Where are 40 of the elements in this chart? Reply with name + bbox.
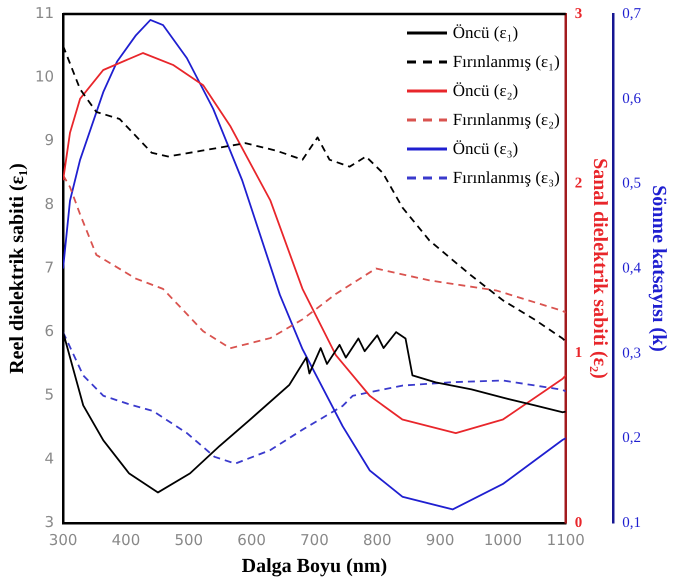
legend-label: Öncü (ε₂) bbox=[452, 80, 518, 100]
x-tick-label: 1000 bbox=[484, 530, 522, 549]
legend-label: Fırınlanmış (ε₁) bbox=[452, 52, 560, 72]
y2-tick-label: 3 bbox=[574, 6, 582, 22]
x-tick-label: 600 bbox=[237, 530, 266, 549]
y3-tick-label: 0,7 bbox=[622, 6, 642, 22]
x-tick-label: 700 bbox=[300, 530, 329, 549]
y-tick-label: 3 bbox=[44, 512, 54, 531]
y2-tick-label: 1 bbox=[574, 345, 582, 362]
y-tick-label: 9 bbox=[44, 131, 54, 150]
x-tick-label: 300 bbox=[48, 530, 78, 549]
y-tick-label: 4 bbox=[44, 449, 54, 468]
x-tick-label: 800 bbox=[362, 530, 392, 549]
y-tick-label: 5 bbox=[44, 386, 54, 404]
y-axis-title: Reel dielektrik sabiti (ε₁) bbox=[6, 163, 28, 374]
y3-tick-label: 0,6 bbox=[622, 90, 642, 107]
y-tick-label: 8 bbox=[44, 194, 54, 213]
y3-tick-label: 0,4 bbox=[622, 260, 642, 276]
y2-tick-label: 0 bbox=[574, 514, 582, 531]
y-tick-label: 11 bbox=[34, 4, 54, 22]
line-series bbox=[63, 331, 566, 465]
y2-axis-title: Sanal dielektrik sabiti (ε₂) bbox=[589, 158, 612, 379]
x-tick-label: 500 bbox=[174, 530, 204, 549]
x-tick-label: 1100 bbox=[546, 530, 585, 549]
legend-label: Öncü (ε₃) bbox=[452, 138, 518, 158]
y-tick-label: 6 bbox=[44, 322, 54, 340]
x-tick-label: 900 bbox=[426, 530, 454, 549]
x-axis-title: Dalga Boyu (nm) bbox=[242, 555, 388, 578]
y-tick-label: 7 bbox=[44, 258, 54, 276]
y3-tick-label: 0,5 bbox=[622, 176, 641, 192]
legend-label: Öncü (ε₁) bbox=[452, 22, 518, 42]
legend-label: Fırınlanmış (ε₂) bbox=[452, 110, 560, 130]
y3-tick-label: 0,2 bbox=[622, 430, 641, 446]
y3-tick-label: 0,1 bbox=[622, 514, 641, 531]
x-tick-label: 400 bbox=[112, 530, 140, 549]
y3-tick-label: 0,3 bbox=[622, 345, 641, 362]
y-tick-label: 10 bbox=[34, 68, 54, 86]
y3-axis-title: Sönme katsayısı (k) bbox=[648, 185, 670, 352]
legend-label: Fırınlanmış (ε₃) bbox=[452, 168, 560, 188]
y2-tick-label: 2 bbox=[574, 176, 582, 192]
